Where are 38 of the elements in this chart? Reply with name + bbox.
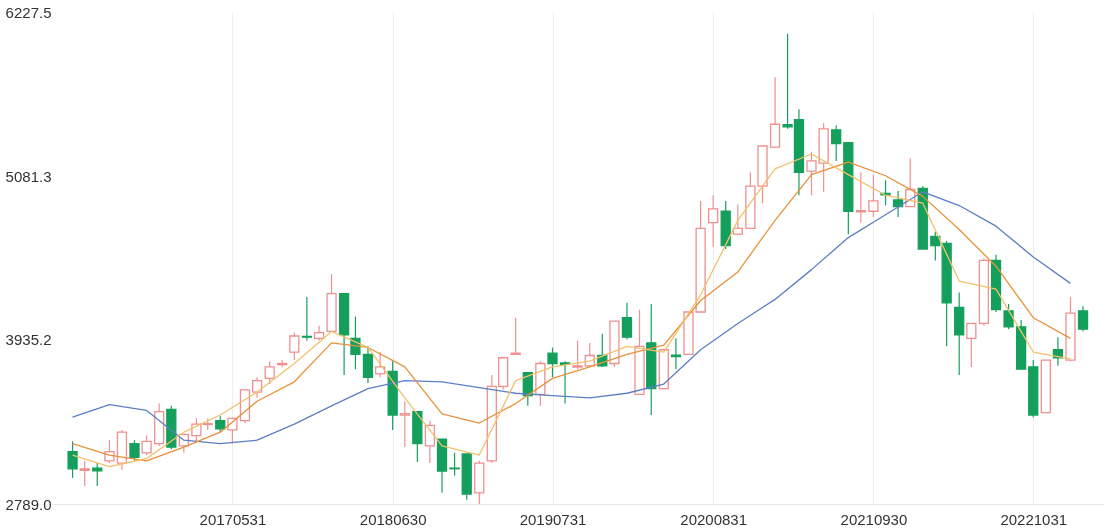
candlestick xyxy=(1003,303,1014,330)
candlestick xyxy=(92,462,103,487)
candlestick xyxy=(769,76,781,148)
x-tick-label: 20170531 xyxy=(199,510,267,528)
candlestick xyxy=(621,302,633,341)
x-tick-label: 20180630 xyxy=(359,510,427,528)
candlestick xyxy=(670,337,682,370)
candlestick xyxy=(708,194,719,248)
candlestick xyxy=(289,331,300,361)
candlestick xyxy=(191,417,202,442)
y-tick-label: 3935.2 xyxy=(5,331,52,349)
candlestick xyxy=(559,360,571,405)
line-series xyxy=(71,191,1072,445)
y-tick-label: 2789.0 xyxy=(5,495,52,513)
candlestick xyxy=(301,296,313,342)
candlestick xyxy=(227,416,238,445)
candlestick xyxy=(572,340,583,370)
x-tick-label: 20190731 xyxy=(519,510,587,528)
candlestick xyxy=(399,400,410,448)
candlestick xyxy=(251,376,263,399)
x-tick-label: 20210930 xyxy=(840,510,908,528)
candlestick xyxy=(855,171,867,224)
candlestick xyxy=(966,322,977,368)
y-tick-label: 6227.5 xyxy=(5,3,52,21)
candlestick xyxy=(1077,305,1089,333)
y-tick-label: 5081.3 xyxy=(5,167,52,185)
candlestick xyxy=(79,460,90,487)
x-tick-label: 20200831 xyxy=(680,510,748,528)
candlestick xyxy=(732,203,743,236)
candlestick xyxy=(264,360,275,385)
candlestick xyxy=(831,124,842,162)
candlestick xyxy=(868,174,879,218)
candlestick xyxy=(547,346,558,378)
candlestick xyxy=(362,345,374,384)
candlestick xyxy=(449,452,460,477)
candlestick xyxy=(67,440,78,479)
x-tick-label: 20221031 xyxy=(1000,510,1068,528)
candlestick xyxy=(141,435,152,456)
